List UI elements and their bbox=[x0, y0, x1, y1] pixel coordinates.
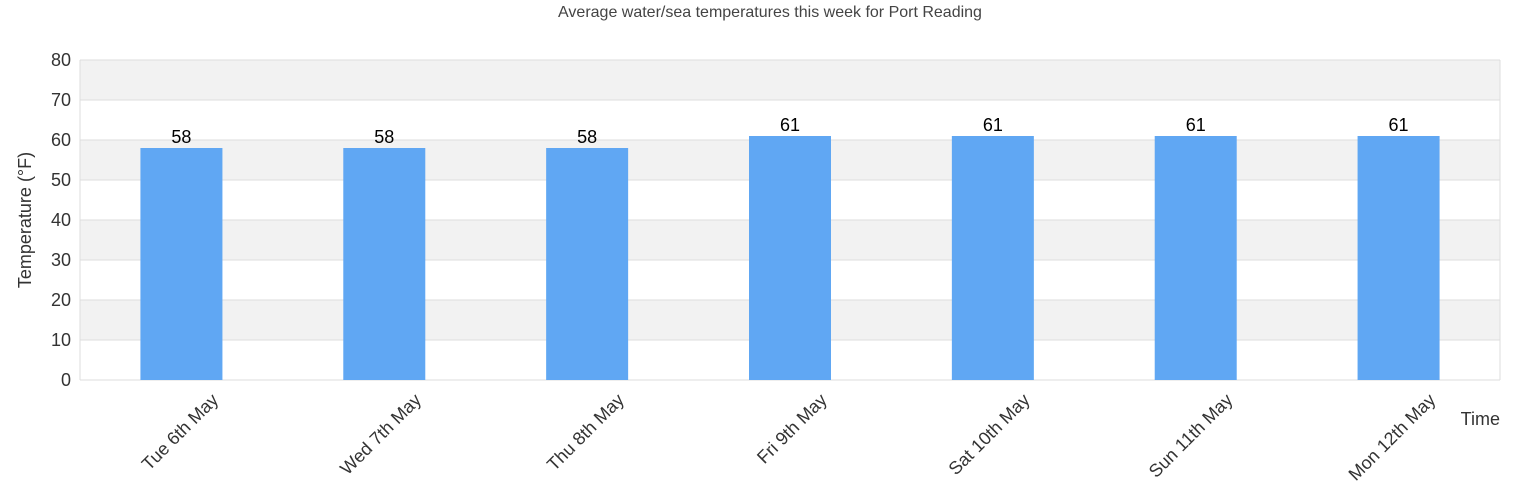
y-tick-label: 60 bbox=[51, 130, 71, 150]
x-axis-ticks: Tue 6th May Wed 7th May Thu 8th May Fri 9th… bbox=[138, 390, 1440, 485]
y-tick-label: 10 bbox=[51, 330, 71, 350]
y-axis-ticks: 0 10 20 30 40 50 60 70 80 bbox=[51, 50, 71, 390]
bar bbox=[749, 136, 831, 380]
bar-value-label: 58 bbox=[577, 127, 597, 147]
y-tick-label: 30 bbox=[51, 250, 71, 270]
bar-value-label: 61 bbox=[1186, 115, 1206, 135]
bar bbox=[140, 148, 223, 380]
y-tick-label: 70 bbox=[51, 90, 71, 110]
x-tick-label: Tue 6th May bbox=[138, 390, 222, 474]
y-tick-label: 0 bbox=[61, 370, 71, 390]
plot-band bbox=[80, 60, 1500, 100]
x-tick-label: Sun 11th May bbox=[1145, 390, 1237, 482]
bar bbox=[343, 148, 426, 380]
bar bbox=[1154, 136, 1237, 380]
y-tick-label: 20 bbox=[51, 290, 71, 310]
bar-labels: 58 58 58 61 61 61 61 bbox=[171, 115, 1408, 147]
y-tick-label: 50 bbox=[51, 170, 71, 190]
bar bbox=[546, 148, 629, 380]
bars bbox=[140, 136, 1440, 380]
bar-value-label: 58 bbox=[374, 127, 394, 147]
x-tick-label: Thu 8th May bbox=[543, 390, 628, 475]
y-axis-label: Temperature (°F) bbox=[15, 152, 35, 288]
bar bbox=[951, 136, 1034, 380]
bar-value-label: 61 bbox=[1389, 115, 1409, 135]
x-tick-label: Wed 7th May bbox=[336, 390, 425, 479]
x-tick-label: Fri 9th May bbox=[753, 390, 831, 468]
bar-value-label: 61 bbox=[983, 115, 1003, 135]
x-tick-label: Mon 12th May bbox=[1345, 390, 1440, 485]
bar bbox=[1357, 136, 1440, 380]
y-tick-label: 40 bbox=[51, 210, 71, 230]
y-tick-label: 80 bbox=[51, 50, 71, 70]
plot-band bbox=[80, 100, 1500, 140]
x-axis-label: Time bbox=[1461, 409, 1500, 429]
chart-title: Average water/sea temperatures this week… bbox=[558, 4, 982, 21]
x-tick-label: Sat 10th May bbox=[945, 390, 1034, 479]
bar-value-label: 61 bbox=[780, 115, 800, 135]
bar-value-label: 58 bbox=[171, 127, 191, 147]
